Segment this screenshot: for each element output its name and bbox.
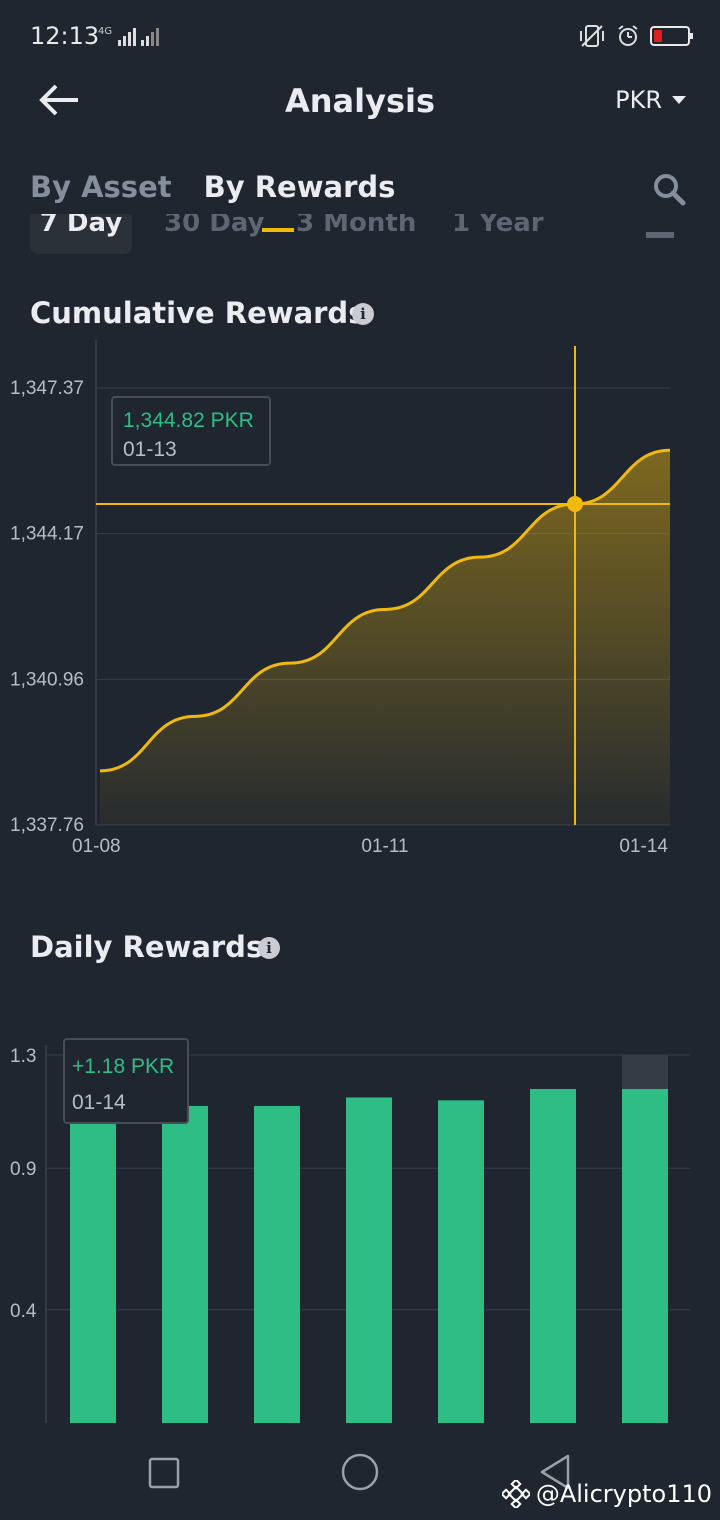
- tab-bar: By Asset By Rewards: [30, 170, 395, 204]
- y-tick-label: 1,337.76: [10, 815, 84, 836]
- tab-by-asset[interactable]: By Asset: [30, 170, 172, 204]
- bar-01-14[interactable]: [622, 1088, 668, 1423]
- daily-rewards-chart[interactable]: 1.3 0.9 0.4 +1.18 PKR 01-14: [0, 1010, 720, 1430]
- binance-logo-icon: [501, 1480, 530, 1508]
- cumulative-tooltip-value: 1,344.82 PKR: [123, 409, 254, 432]
- vibrate-icon: [580, 25, 604, 47]
- selected-point: [567, 495, 583, 512]
- home-icon[interactable]: [341, 1453, 379, 1491]
- daily-rewards-title: Daily Rewards: [30, 930, 264, 964]
- status-bar: 12:13 4G: [0, 0, 720, 72]
- period-3-month[interactable]: 3 Month: [296, 214, 417, 238]
- bar-01-10[interactable]: [254, 1105, 300, 1423]
- header: Analysis PKR: [0, 72, 720, 136]
- period-selector: 7 Day 30 Day 3 Month 1 Year: [0, 214, 720, 260]
- network-type: 4G: [98, 26, 113, 37]
- currency-selector[interactable]: PKR: [615, 86, 686, 114]
- system-nav-bar: [0, 1430, 720, 1520]
- x-tick-label: 01-11: [361, 836, 408, 857]
- y-tick-label: 0.9: [10, 1159, 36, 1180]
- y-tick-label: 1,344.17: [10, 524, 84, 545]
- bar-01-08[interactable]: [70, 1100, 116, 1423]
- chevron-down-icon: [672, 96, 686, 104]
- x-tick-label: 01-14: [619, 836, 668, 857]
- back-arrow-icon[interactable]: [38, 80, 82, 120]
- bar-01-11[interactable]: [346, 1097, 392, 1423]
- period-more[interactable]: [646, 232, 674, 238]
- watermark-text: @Alicrypto110: [535, 1480, 712, 1508]
- y-tick-label: 0.4: [10, 1301, 37, 1322]
- status-time: 12:13: [30, 22, 100, 50]
- y-tick-label: 1,347.37: [10, 378, 84, 399]
- cumulative-area: [100, 450, 670, 825]
- recent-apps-icon[interactable]: [148, 1457, 180, 1489]
- x-tick-label: 01-08: [72, 836, 121, 857]
- alarm-icon: [618, 25, 638, 46]
- period-7-day[interactable]: 7 Day: [30, 214, 132, 254]
- y-tick-label: 1.3: [10, 1046, 36, 1067]
- y-tick-label: 1,340.96: [10, 669, 84, 690]
- bar-01-13[interactable]: [530, 1088, 576, 1423]
- battery-icon: [650, 26, 693, 46]
- period-1-year[interactable]: 1 Year: [452, 214, 544, 238]
- daily-tooltip-date: 01-14: [72, 1091, 126, 1114]
- info-icon[interactable]: i: [258, 937, 280, 959]
- signal-icon: [118, 28, 159, 46]
- watermark: @Alicrypto110: [501, 1480, 712, 1508]
- info-icon[interactable]: i: [352, 303, 374, 325]
- bar-01-12[interactable]: [438, 1100, 484, 1423]
- cumulative-tooltip: 1,344.82 PKR 01-13: [111, 396, 271, 466]
- daily-tooltip-value: +1.18 PKR: [72, 1055, 174, 1078]
- currency-label: PKR: [615, 86, 662, 114]
- cumulative-tooltip-date: 01-13: [123, 438, 177, 461]
- tab-by-rewards[interactable]: By Rewards: [203, 170, 396, 204]
- back-nav-icon[interactable]: [540, 1454, 570, 1490]
- daily-tooltip: +1.18 PKR 01-14: [63, 1038, 189, 1124]
- search-icon[interactable]: [652, 172, 686, 206]
- period-indicator: [262, 228, 294, 232]
- period-30-day[interactable]: 30 Day: [164, 214, 265, 238]
- cumulative-rewards-title: Cumulative Rewards: [30, 296, 366, 330]
- bar-01-09[interactable]: [162, 1105, 208, 1423]
- page-title: Analysis: [284, 82, 436, 120]
